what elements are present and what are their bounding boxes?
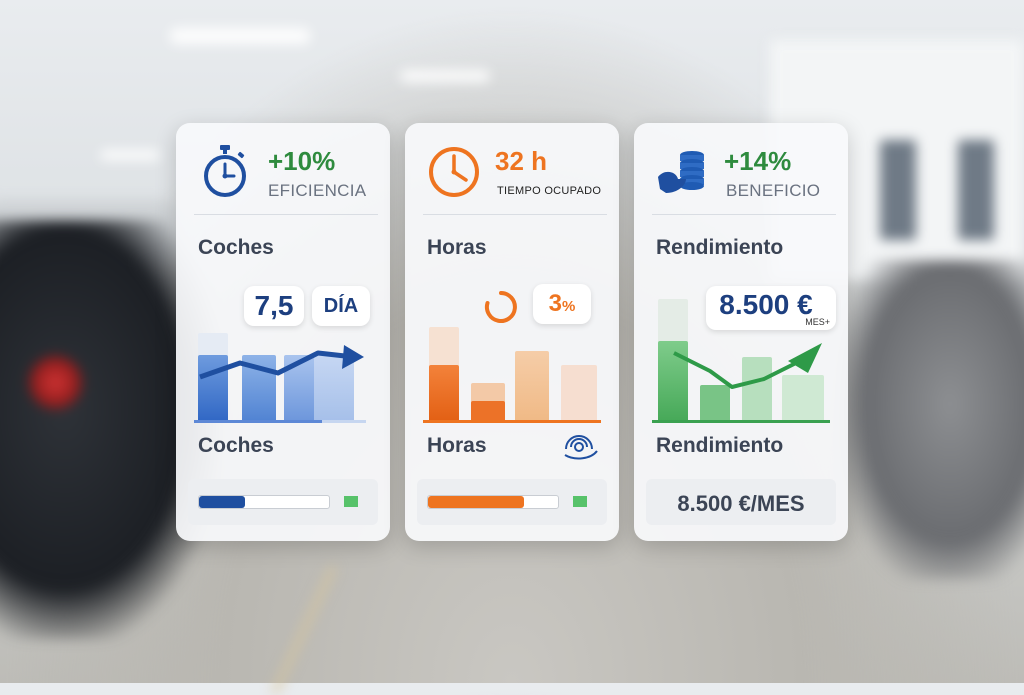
status-indicator bbox=[573, 496, 587, 507]
coins-hand-icon bbox=[658, 151, 704, 193]
trend-arrow-icon bbox=[199, 345, 364, 380]
card-eficiencia: +10% EFICIENCIA Coches 7,5 DÍA Coches bbox=[176, 123, 390, 541]
section-title: Rendimiento bbox=[656, 236, 784, 259]
kpi-pill: 8.500 € MES+ bbox=[706, 286, 836, 330]
headline: +14% bbox=[724, 146, 792, 176]
card-header: +10% EFICIENCIA bbox=[176, 123, 390, 215]
section-title: Horas bbox=[427, 236, 487, 259]
footer-value-box: 8.500 €/MES bbox=[646, 479, 836, 525]
footer-title: Horas bbox=[427, 434, 487, 457]
kpi-unit: MES+ bbox=[805, 317, 830, 327]
subtitle: BENEFICIO bbox=[726, 181, 821, 200]
kpi-value: 8.500 € bbox=[719, 289, 813, 320]
stopwatch-icon bbox=[204, 145, 246, 197]
kpi-value: 7,5 bbox=[244, 286, 304, 326]
card-header: 32 h TIEMPO OCUPADO bbox=[405, 123, 619, 215]
progress-bar bbox=[198, 495, 330, 509]
nfc-scan-icon bbox=[564, 435, 598, 460]
progress-box bbox=[417, 479, 607, 525]
card-tiempo-ocupado: 32 h TIEMPO OCUPADO Horas 3% Horas bbox=[405, 123, 619, 541]
subtitle: EFICIENCIA bbox=[268, 181, 367, 200]
status-indicator bbox=[344, 496, 358, 507]
progress-box bbox=[188, 479, 378, 525]
footer-title: Rendimiento bbox=[656, 434, 784, 457]
bar-chart bbox=[423, 275, 601, 423]
kpi-unit: DÍA bbox=[312, 286, 370, 326]
footer-value: 8.500 €/MES bbox=[677, 491, 805, 516]
loading-ring-icon bbox=[484, 291, 517, 323]
trend-arrow-icon bbox=[673, 343, 822, 389]
footer-title: Coches bbox=[198, 434, 274, 457]
bar-chart bbox=[652, 275, 830, 423]
progress-bar bbox=[427, 495, 559, 509]
headline: +10% bbox=[268, 146, 336, 176]
headline: 32 h bbox=[495, 146, 548, 176]
card-header: +14% BENEFICIO bbox=[634, 123, 848, 215]
kpi-unit: % bbox=[562, 298, 576, 315]
clock-icon bbox=[429, 147, 479, 197]
kpi-value: 3 bbox=[548, 290, 562, 317]
section-title: Coches bbox=[198, 236, 274, 259]
kpi-pill: 3% bbox=[533, 284, 591, 324]
bar-chart bbox=[194, 275, 372, 423]
subtitle: TIEMPO OCUPADO bbox=[497, 185, 602, 197]
card-beneficio: +14% BENEFICIO Rendimiento 8.500 € MES+ … bbox=[634, 123, 848, 541]
